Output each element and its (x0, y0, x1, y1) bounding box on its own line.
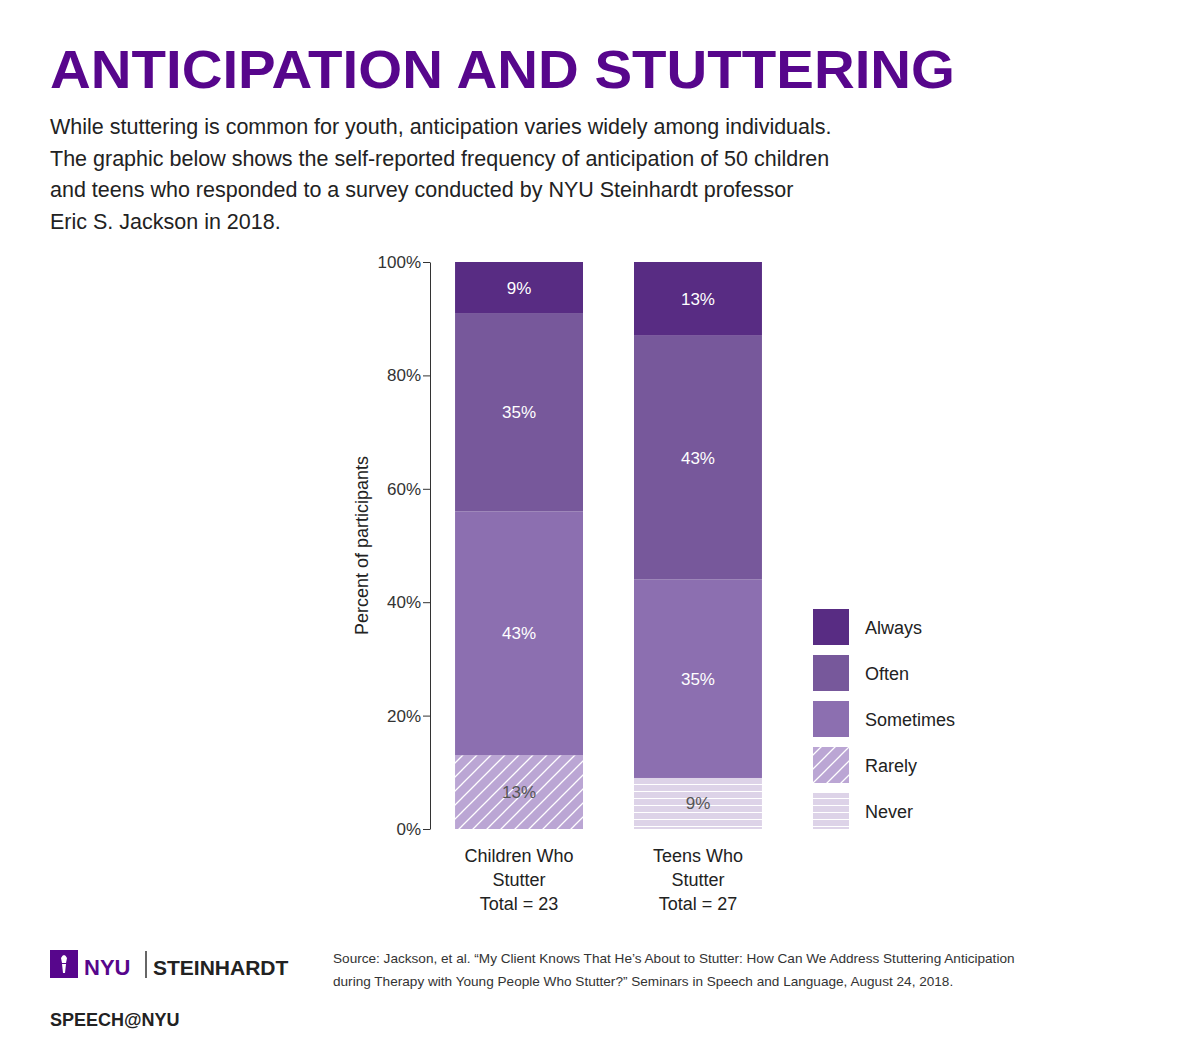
y-axis: 0% 20% 40% 60% 80% 100% (378, 253, 431, 839)
x-tick-label-line: Stutter (671, 870, 724, 890)
legend-swatch (813, 609, 849, 645)
bar-segment (634, 336, 762, 580)
y-axis-title: Percent of participants (352, 456, 372, 635)
school-text: STEINHARDT (153, 956, 289, 979)
bar-segment (634, 580, 762, 778)
program-text: SPEECH@NYU (50, 1010, 180, 1030)
sample-size: Total = 23 (480, 894, 559, 914)
data-label: 9% (686, 794, 711, 813)
data-label: 43% (681, 449, 715, 468)
bar-segment (634, 778, 762, 829)
y-tick-label: 100% (378, 253, 421, 272)
data-label: 35% (502, 403, 536, 422)
bar-segment (455, 313, 583, 511)
legend-swatch (813, 655, 849, 691)
y-tick-label: 0% (396, 820, 421, 839)
legend-swatch (813, 793, 849, 829)
y-axis-line (430, 263, 431, 830)
y-tick-label: 20% (387, 707, 421, 726)
bar-segment (634, 262, 762, 336)
data-labels: 9% 13% 43% 35% 35% 43% 9% 13% (502, 279, 715, 814)
x-tick-label-line: Children Who (465, 846, 574, 866)
x-axis: Children Who Stutter Teens Who Stutter (465, 846, 743, 890)
y-tick: 100% (378, 253, 430, 272)
legend-label: Never (865, 802, 913, 822)
y-tick-mark (423, 829, 430, 830)
bars (455, 262, 762, 829)
subtitle: Eric S. Jackson in 2018. (50, 210, 281, 234)
data-label: 35% (681, 670, 715, 689)
y-tick: 80% (387, 366, 430, 385)
x-tick-label-line: Stutter (493, 870, 546, 890)
bar-segment (455, 511, 583, 755)
legend-swatch (813, 747, 849, 783)
logo-box (50, 950, 78, 978)
y-tick-mark (423, 489, 430, 490)
legend-label: Rarely (865, 756, 917, 776)
title: ANTICIPATION AND STUTTERING (50, 39, 955, 99)
subtitle: and teens who responded to a survey cond… (50, 178, 793, 202)
y-tick-mark (423, 716, 430, 717)
data-label: 13% (502, 783, 536, 802)
y-tick-mark (423, 262, 430, 263)
source: Source: Jackson, et al. “My Client Knows… (333, 951, 1015, 966)
legend-label: Always (865, 618, 922, 638)
x-tick-label-line: Teens Who (653, 846, 743, 866)
logo-separator (145, 951, 147, 978)
data-label: 13% (681, 290, 715, 309)
y-tick: 0% (396, 820, 430, 839)
y-tick-label: 80% (387, 366, 421, 385)
legend: Always Often Sometimes Rarely Never (813, 609, 955, 829)
y-tick-label: 40% (387, 593, 421, 612)
legend-swatch (813, 701, 849, 737)
data-label: 43% (502, 624, 536, 643)
y-tick-mark (423, 375, 430, 376)
sample-size: Total = 27 (659, 894, 738, 914)
chart: ANTICIPATION AND STUTTERING While stutter… (0, 0, 1200, 1058)
logo-torch (61, 955, 67, 973)
x-tick: Children Who Stutter (465, 846, 574, 890)
branding: NYU STEINHARDT SPEECH@NYU (50, 950, 289, 1030)
bar-segment (455, 755, 583, 829)
x-tick-label: Children Who Stutter (465, 846, 574, 890)
x-tick: Teens Who Stutter (653, 846, 743, 890)
y-tick-mark (423, 602, 430, 603)
legend-label: Often (865, 664, 909, 684)
data-label: 9% (507, 279, 532, 298)
source: during Therapy with Young People Who Stu… (333, 974, 953, 989)
y-tick-label: 60% (387, 480, 421, 499)
subtitle: While stuttering is common for youth, an… (50, 115, 832, 139)
logo-text: NYU (84, 955, 130, 980)
x-tick-label: Teens Who Stutter (653, 846, 743, 890)
y-tick: 20% (387, 707, 430, 726)
legend-label: Sometimes (865, 710, 955, 730)
bar-segment (455, 262, 583, 313)
subtitle: The graphic below shows the self-reporte… (50, 147, 829, 171)
y-tick: 60% (387, 480, 430, 499)
y-tick: 40% (387, 593, 430, 612)
